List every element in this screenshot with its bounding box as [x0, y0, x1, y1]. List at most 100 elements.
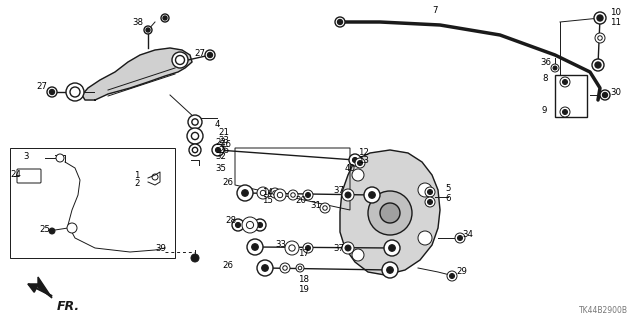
Text: FR.: FR. [57, 300, 80, 313]
Text: 29: 29 [456, 268, 467, 276]
Circle shape [384, 240, 400, 256]
Circle shape [252, 244, 258, 250]
Circle shape [560, 107, 570, 117]
Circle shape [600, 90, 610, 100]
Text: 14: 14 [262, 188, 273, 196]
Text: 37: 37 [333, 244, 344, 252]
Circle shape [553, 66, 557, 70]
Circle shape [595, 62, 601, 68]
Circle shape [212, 144, 224, 156]
Circle shape [242, 217, 258, 233]
Circle shape [146, 28, 150, 32]
Text: 35: 35 [215, 164, 226, 172]
Circle shape [303, 243, 313, 253]
Text: 22: 22 [215, 138, 226, 147]
Text: 2: 2 [134, 179, 140, 188]
Circle shape [560, 77, 570, 87]
Text: 28: 28 [225, 215, 236, 225]
Circle shape [358, 161, 362, 165]
Circle shape [207, 52, 212, 58]
Text: 5: 5 [445, 183, 451, 193]
Text: 40: 40 [345, 164, 356, 172]
Text: 13: 13 [358, 156, 369, 164]
Polygon shape [38, 277, 52, 298]
Text: 6: 6 [445, 194, 451, 203]
Polygon shape [340, 150, 440, 275]
Circle shape [387, 267, 393, 273]
Circle shape [592, 59, 604, 71]
Circle shape [355, 158, 365, 168]
Text: 11: 11 [610, 18, 621, 27]
Circle shape [369, 192, 375, 198]
Circle shape [305, 193, 310, 197]
Circle shape [352, 169, 364, 181]
Circle shape [161, 14, 169, 22]
Circle shape [594, 12, 606, 24]
Text: 36: 36 [540, 58, 551, 67]
Text: 26: 26 [222, 178, 233, 187]
Circle shape [56, 154, 64, 162]
Circle shape [262, 265, 268, 271]
Text: 26: 26 [222, 260, 233, 269]
Circle shape [247, 239, 263, 255]
Text: 21: 21 [218, 127, 229, 137]
Text: 17: 17 [298, 249, 309, 258]
Text: 19: 19 [298, 285, 309, 294]
Circle shape [270, 188, 280, 198]
Text: 15: 15 [262, 196, 273, 204]
Circle shape [364, 187, 380, 203]
Circle shape [189, 144, 201, 156]
Circle shape [597, 15, 603, 21]
Circle shape [274, 189, 286, 201]
Circle shape [257, 260, 273, 276]
Circle shape [563, 79, 568, 84]
Circle shape [242, 190, 248, 196]
Circle shape [305, 245, 310, 251]
Circle shape [349, 154, 361, 166]
Circle shape [595, 33, 605, 43]
Circle shape [303, 190, 313, 200]
Text: 31: 31 [310, 201, 321, 210]
Text: 20: 20 [295, 196, 306, 204]
Bar [10, 148, 175, 258]
Text: 18: 18 [298, 276, 309, 284]
Circle shape [232, 219, 244, 231]
Text: 23: 23 [218, 135, 229, 145]
Circle shape [342, 242, 354, 254]
Text: 27: 27 [36, 82, 47, 91]
Text: 27: 27 [194, 49, 205, 58]
Text: TK44B2900B: TK44B2900B [579, 306, 628, 315]
Circle shape [455, 233, 465, 243]
Circle shape [258, 223, 262, 228]
Circle shape [428, 189, 433, 195]
Circle shape [425, 187, 435, 197]
Text: 37: 37 [333, 186, 344, 195]
Circle shape [342, 189, 354, 201]
Circle shape [458, 236, 463, 241]
Circle shape [320, 203, 330, 213]
Circle shape [389, 245, 396, 251]
Circle shape [345, 192, 351, 198]
Circle shape [368, 191, 412, 235]
Circle shape [144, 26, 152, 34]
Circle shape [216, 148, 220, 152]
Text: 3: 3 [23, 151, 29, 161]
Text: 32: 32 [215, 151, 226, 161]
Circle shape [191, 254, 199, 262]
Circle shape [47, 87, 57, 97]
Text: 12: 12 [358, 148, 369, 156]
Circle shape [563, 109, 568, 115]
Circle shape [425, 197, 435, 207]
Circle shape [418, 183, 432, 197]
Circle shape [187, 128, 203, 144]
Text: 24: 24 [10, 170, 21, 179]
Circle shape [280, 263, 290, 273]
Circle shape [447, 271, 457, 281]
Circle shape [352, 249, 364, 261]
Text: 9: 9 [542, 106, 547, 115]
Circle shape [67, 223, 77, 233]
Circle shape [345, 245, 351, 251]
Circle shape [288, 190, 298, 200]
Text: 4: 4 [215, 119, 221, 129]
Text: 26: 26 [218, 146, 229, 155]
